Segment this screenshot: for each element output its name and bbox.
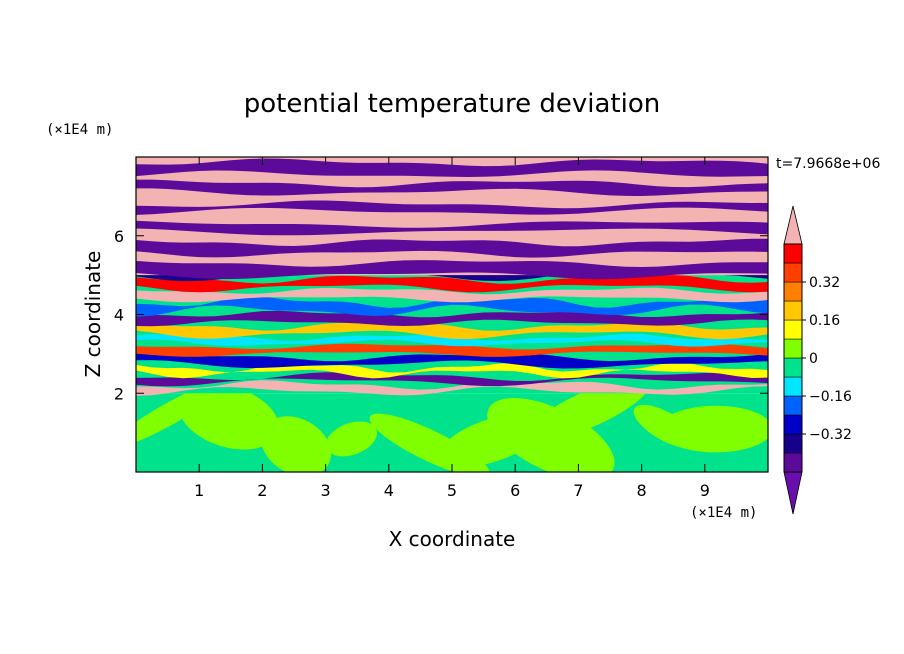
y-axis: 2 4 6 (114, 227, 768, 403)
lower-layer-patch (261, 416, 332, 472)
middle-layer-band (136, 333, 768, 347)
x-tick-label: 7 (573, 481, 583, 500)
middle-layer-band (136, 343, 768, 357)
middle-layer-band (136, 287, 768, 303)
colorbar-tick-label: 0 (809, 351, 818, 367)
x-tick-label: 4 (384, 481, 394, 500)
x-unit-label: (×1E4 m) (690, 505, 757, 521)
colorbar: 0.32 0.16 0 −0.16 −0.32 (783, 205, 852, 515)
colorbar-over-arrow (783, 205, 803, 245)
colorbar-tick-label: −0.16 (809, 389, 852, 405)
y-tick-label: 2 (114, 384, 124, 403)
upper-layer-purple-band (136, 220, 768, 236)
x-axis: 1 2 3 4 5 6 7 8 9 (194, 157, 710, 500)
x-tick-label: 1 (194, 481, 204, 500)
middle-layer-band (136, 380, 768, 396)
colorbar-segment (783, 262, 803, 283)
chart-title: potential temperature deviation (244, 89, 660, 119)
heatmap-field (136, 157, 768, 472)
x-tick-label: 6 (510, 481, 520, 500)
lower-layer-patch (529, 378, 650, 440)
colorbar-segment (783, 376, 803, 397)
x-tick-label: 2 (257, 481, 267, 500)
colorbar-segment (783, 357, 803, 378)
x-tick-label: 5 (447, 481, 457, 500)
lower-layer-patch (179, 384, 279, 450)
lower-layer (136, 378, 768, 472)
upper-layer-purple-band (136, 200, 768, 215)
upper-layer (136, 157, 768, 280)
colorbar-segment (783, 433, 803, 454)
middle-layer-band (136, 372, 768, 387)
y-tick-label: 4 (114, 306, 124, 325)
colorbar-tick-label: 0.16 (809, 313, 840, 329)
x-axis-title: X coordinate (389, 527, 516, 551)
colorbar-segment (783, 414, 803, 435)
middle-layer-band (136, 274, 768, 293)
colorbar-segment (783, 319, 803, 340)
lower-layer-patch (325, 421, 378, 457)
middle-layer-band (136, 352, 768, 369)
colorbar-segment (783, 395, 803, 416)
middle-layer-band (136, 321, 768, 340)
colorbar-segment (783, 452, 803, 473)
upper-layer-purple-band (136, 260, 768, 280)
y-axis-title: Z coordinate (81, 251, 105, 378)
colorbar-segment (783, 243, 803, 264)
lower-layer-patch (658, 405, 768, 453)
colorbar-tick-label: −0.32 (809, 427, 852, 443)
colorbar-tick-label: 0.32 (809, 275, 840, 291)
upper-layer-purple-band (136, 158, 768, 177)
colorbar-segment (783, 281, 803, 302)
y-tick-label: 6 (114, 227, 124, 246)
x-tick-label: 9 (700, 481, 710, 500)
y-unit-label: (×1E4 m) (46, 122, 113, 138)
x-tick-label: 8 (637, 481, 647, 500)
colorbar-segment (783, 300, 803, 321)
middle-layer-band (136, 296, 768, 317)
x-tick-label: 3 (321, 481, 331, 500)
upper-layer-purple-band (136, 179, 768, 196)
upper-layer-purple-band (136, 238, 768, 258)
colorbar-segment (783, 338, 803, 359)
colorbar-under-arrow (783, 471, 803, 515)
time-label: t=7.9668e+06 (776, 156, 880, 172)
